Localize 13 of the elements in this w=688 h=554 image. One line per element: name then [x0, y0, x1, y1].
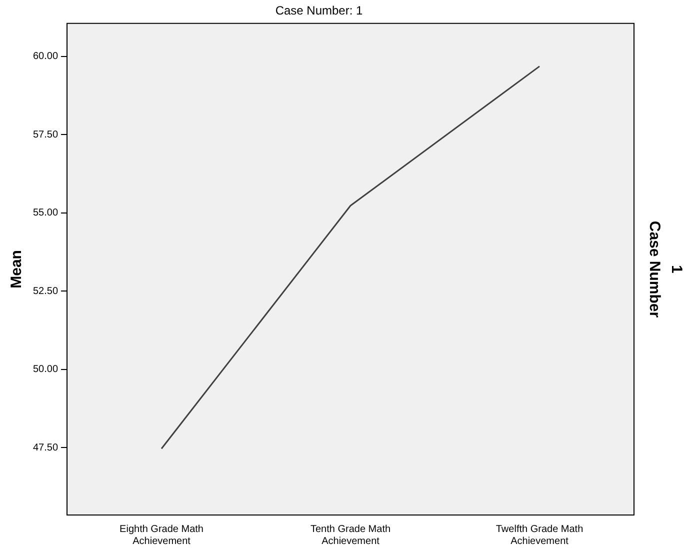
y-tick-label: 60.00: [32, 51, 58, 62]
x-tick-label: Eighth Grade Math Achievement: [120, 524, 204, 547]
y-tick-label: 50.00: [32, 364, 58, 376]
y-tick-label: 55.00: [32, 208, 58, 219]
y-axis-title: Mean: [8, 250, 26, 288]
x-tick-label: Twelfth Grade Math Achievement: [496, 524, 584, 547]
y-tick-label: 52.50: [32, 286, 58, 297]
y-tick-label: 47.50: [32, 442, 58, 454]
y2-axis-title: Case Number: [646, 220, 663, 318]
x-tick-label: Tenth Grade Math Achievement: [310, 524, 391, 547]
chart-title: Case Number: 1: [275, 4, 364, 18]
y-tick-label: 57.50: [32, 129, 58, 140]
text: 1: [668, 265, 685, 274]
